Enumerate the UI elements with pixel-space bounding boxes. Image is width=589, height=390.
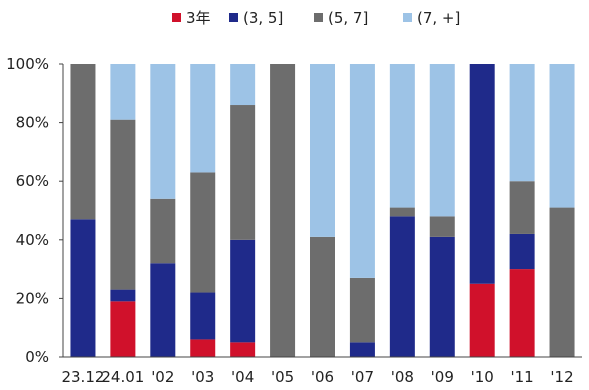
- x-tick-label: '07: [351, 368, 374, 386]
- bar-segment: [230, 64, 256, 106]
- y-tick-label: 60%: [16, 172, 49, 190]
- x-tick-label: 24.01: [101, 368, 144, 386]
- bar-segment: [349, 277, 375, 343]
- x-tick-label: '02: [151, 368, 174, 386]
- bar-segment: [429, 216, 455, 237]
- legend-swatch: [403, 13, 412, 22]
- bar-segment: [190, 292, 216, 340]
- y-tick-label: 0%: [25, 348, 49, 366]
- y-tick-label: 100%: [6, 55, 49, 73]
- bar-segment: [349, 342, 375, 357]
- y-tick-label: 40%: [16, 231, 49, 249]
- legend-label: 3年: [186, 9, 211, 27]
- bar-segment: [110, 289, 136, 302]
- bar-segment: [509, 181, 535, 234]
- x-tick-label: '12: [550, 368, 573, 386]
- legend-swatch: [314, 13, 323, 22]
- x-tick-label: '05: [271, 368, 294, 386]
- x-tick-label: '06: [311, 368, 334, 386]
- bar-segment: [549, 207, 575, 357]
- legend-label: (5, 7]: [328, 9, 368, 27]
- x-tick-label: '09: [431, 368, 454, 386]
- bar-segment: [190, 64, 216, 173]
- bar-segment: [509, 269, 535, 357]
- bar-segment: [190, 172, 216, 293]
- bar-segment: [110, 119, 136, 290]
- bar-segment: [509, 233, 535, 270]
- x-tick-label: '04: [231, 368, 254, 386]
- bars-group: [70, 64, 575, 357]
- bar-segment: [270, 64, 296, 357]
- bar-segment: [230, 239, 256, 343]
- bar-segment: [429, 236, 455, 357]
- bar-segment: [389, 207, 415, 217]
- bar-segment: [389, 216, 415, 357]
- legend-label: (7, +]: [417, 9, 460, 27]
- bar-segment: [150, 64, 176, 199]
- legend-swatch: [172, 13, 181, 22]
- bar-segment: [310, 236, 335, 357]
- chart-legend: 3年 (3, 5] (5, 7] (7, +]: [172, 9, 460, 27]
- bar-segment: [70, 64, 96, 220]
- bar-segment: [150, 263, 176, 357]
- bar-segment: [150, 198, 176, 264]
- x-tick-label: '11: [511, 368, 534, 386]
- bar-segment: [509, 64, 535, 182]
- y-axis: 0% 20% 40% 60% 80% 100%: [6, 55, 64, 366]
- x-tick-label: '10: [471, 368, 494, 386]
- bar-segment: [70, 219, 96, 357]
- y-tick-label: 20%: [16, 289, 49, 307]
- x-tick-label: '03: [191, 368, 214, 386]
- y-tick-label: 80%: [16, 114, 49, 132]
- x-tick-label: 23.12: [61, 368, 104, 386]
- bar-segment: [389, 64, 415, 208]
- bar-segment: [310, 64, 335, 237]
- bar-segment: [349, 64, 375, 278]
- bar-segment: [110, 301, 136, 357]
- bar-segment: [110, 64, 136, 120]
- bar-segment: [190, 339, 216, 357]
- x-tick-label: '08: [391, 368, 414, 386]
- legend-swatch: [229, 13, 238, 22]
- bar-segment: [549, 64, 575, 208]
- legend-label: (3, 5]: [243, 9, 283, 27]
- bar-segment: [230, 342, 256, 357]
- bar-segment: [469, 283, 495, 357]
- bar-segment: [469, 64, 495, 284]
- bar-segment: [429, 64, 455, 217]
- bar-segment: [230, 105, 256, 240]
